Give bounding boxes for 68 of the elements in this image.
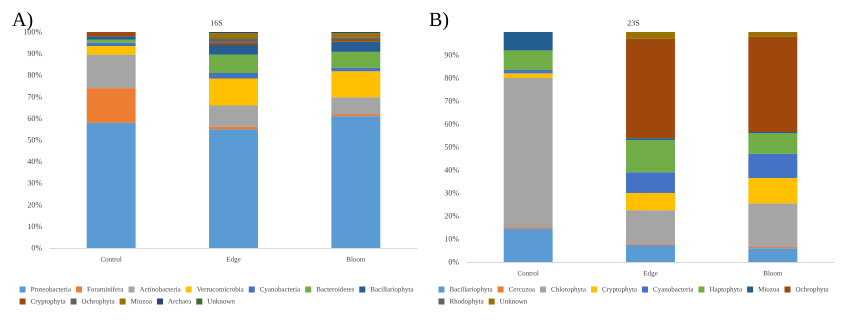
bar [209, 129, 258, 248]
bar [86, 32, 136, 36]
bar [626, 38, 675, 138]
bar [748, 36, 798, 132]
bar [504, 32, 553, 50]
bar [86, 54, 136, 88]
y-tick-label: 20% [444, 212, 460, 220]
chart-title: 23S [627, 18, 640, 28]
y-tick-label: 80% [27, 70, 42, 80]
bar [626, 210, 675, 244]
y-tick-label: 20% [27, 200, 42, 210]
chart-title: 16S [210, 18, 223, 28]
bar [86, 40, 136, 43]
bar [748, 178, 798, 204]
bar [748, 248, 798, 262]
bar [209, 54, 258, 74]
y-tick-label: 0% [448, 258, 460, 266]
bar [209, 33, 258, 38]
bar [331, 71, 380, 98]
y-tick-label: 10% [27, 222, 42, 231]
bar [748, 203, 798, 248]
bar [626, 140, 675, 172]
y-tick-label: 60% [27, 114, 42, 123]
bar [331, 116, 380, 248]
bar [86, 42, 136, 46]
y-tick-label: 10% [444, 234, 460, 244]
bar [331, 52, 380, 68]
bar [504, 73, 553, 78]
bar [331, 37, 380, 40]
y-tick-label: 40% [444, 166, 460, 174]
bar [86, 46, 136, 55]
bar [626, 193, 675, 210]
bar [504, 228, 553, 262]
bar [209, 73, 258, 78]
y-tick-label: 60% [444, 120, 460, 128]
bar [331, 68, 380, 72]
bar [504, 50, 553, 70]
bar [209, 38, 258, 43]
y-tick-label: 50% [27, 136, 42, 144]
bar [86, 88, 136, 123]
bar [626, 244, 675, 262]
bar [331, 42, 380, 52]
y-tick-label: 30% [444, 188, 460, 198]
bar [504, 78, 553, 228]
bar [209, 126, 258, 130]
bar [86, 122, 136, 248]
bar [209, 105, 258, 127]
bar [86, 36, 136, 40]
y-tick-label: 70% [27, 92, 42, 102]
bar [626, 32, 675, 39]
bar [331, 33, 380, 38]
y-tick-label: 80% [444, 74, 460, 82]
y-tick-label: 90% [27, 49, 42, 58]
y-tick-label: 30% [27, 178, 42, 188]
bar [209, 78, 258, 106]
y-tick-label: 50% [444, 142, 460, 152]
bar [748, 133, 798, 154]
y-tick-label: 70% [444, 96, 460, 106]
bar [504, 70, 553, 74]
bar [626, 172, 675, 193]
text: B) [429, 9, 449, 31]
bar [748, 154, 798, 178]
y-tick-label: 90% [444, 50, 460, 60]
y-tick-label: 0% [31, 244, 42, 252]
bar [209, 44, 258, 55]
y-tick-label: 40% [27, 157, 42, 166]
bar [748, 32, 798, 37]
bar [331, 97, 380, 115]
